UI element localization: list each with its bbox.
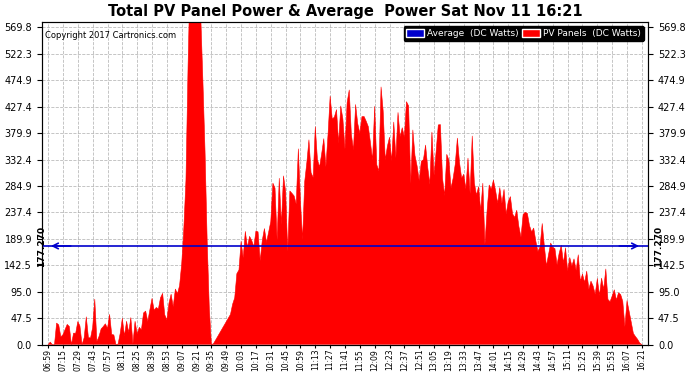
Title: Total PV Panel Power & Average  Power Sat Nov 11 16:21: Total PV Panel Power & Average Power Sat…	[108, 4, 582, 19]
Text: 177.270: 177.270	[654, 225, 663, 267]
Legend: Average  (DC Watts), PV Panels  (DC Watts): Average (DC Watts), PV Panels (DC Watts)	[404, 26, 644, 41]
Text: Copyright 2017 Cartronics.com: Copyright 2017 Cartronics.com	[45, 32, 176, 40]
Text: 177.270: 177.270	[37, 225, 46, 267]
